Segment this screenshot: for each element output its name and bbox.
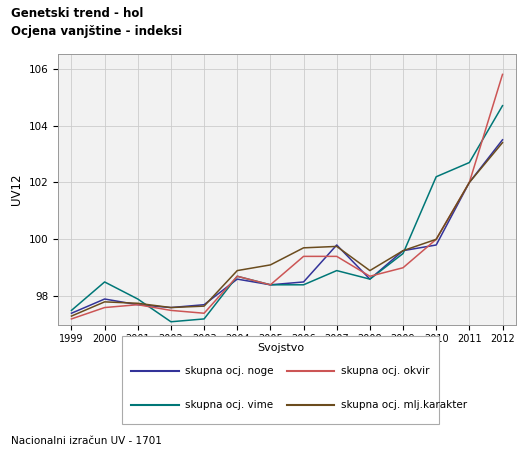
Text: skupna ocj. mlj.karakter: skupna ocj. mlj.karakter: [341, 400, 467, 410]
Text: Svojstvo: Svojstvo: [257, 343, 304, 353]
X-axis label: Godina rođenja: Godina rođenja: [242, 350, 332, 363]
Text: Nacionalni izračun UV - 1701: Nacionalni izračun UV - 1701: [11, 436, 161, 446]
Y-axis label: UV12: UV12: [10, 174, 23, 205]
Text: Genetski trend - hol: Genetski trend - hol: [11, 7, 143, 20]
Text: skupna ocj. vime: skupna ocj. vime: [185, 400, 273, 410]
Text: skupna ocj. noge: skupna ocj. noge: [185, 366, 273, 376]
Text: Ocjena vanjštine - indeksi: Ocjena vanjštine - indeksi: [11, 25, 181, 38]
Text: skupna ocj. okvir: skupna ocj. okvir: [341, 366, 429, 376]
